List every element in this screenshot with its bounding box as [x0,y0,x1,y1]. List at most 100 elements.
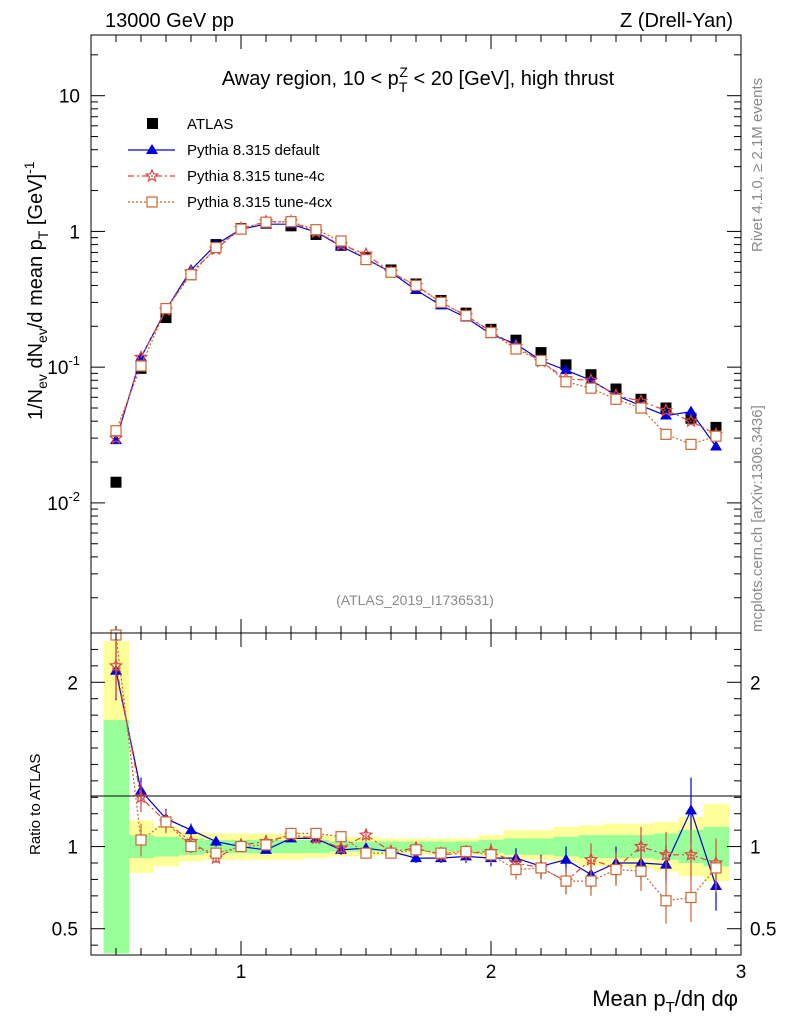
rivet-label: Rivet 4.1.0, ≥ 2.1M events [749,78,766,252]
legend-atlas-label: ATLAS [187,116,233,133]
atlas-point [635,393,647,405]
main-plot-data [108,214,724,488]
atlas-point [110,476,122,488]
ratio-tune4cx-point [410,844,422,856]
ratio-band-green [528,838,554,855]
tune4cx-point [335,235,347,247]
tune4cx-point [235,223,247,235]
tune4cx-point [410,279,422,292]
ratio-tune4cx-point [285,827,297,840]
tune4cx-point [310,224,322,236]
legend-tune4cx-marker [146,196,158,208]
tune4cx-point [385,266,397,278]
ratio-ytick-label-left: 2 [67,673,78,694]
mcplots-label: mcplots.cern.ch [arXiv:1306.3436] [749,405,766,632]
ratio-tune4cx-point [360,847,372,859]
ratio-tune4cx-point [185,840,197,853]
ratio-ylabel: Ratio to ATLAS [27,754,44,855]
default-point [560,364,572,375]
ratio-tune4c-point [683,847,699,861]
ratio-tune4cx-point [460,845,472,858]
ratio-tune4c-point [633,839,649,853]
tune4cx-point [435,296,447,308]
ratio-axes: 0.5 0.5 1 1 2 2 1 2 3 [52,633,776,983]
main-title: Away region, 10 < pTZ < 20 [GeV], high t… [222,64,615,95]
ratio-tune4cx-point [560,875,572,887]
legend: ATLAS Pythia 8.315 default Pythia 8.315 … [128,116,333,211]
tune4cx-point [485,326,497,339]
ratio-xtick-label: 3 [736,962,747,983]
ratio-tune4cx-point [335,831,347,843]
ratio-tune4cx-point [310,827,322,840]
ratio-xlabel: Mean pT/dη dφ [592,986,738,1016]
main-ytick-label: 10-1 [47,353,80,379]
tune4cx-point [560,376,572,388]
main-ytick-label: 10-2 [47,489,80,515]
ratio-tune4cx-point [710,862,722,874]
tune4cx-point [460,309,472,322]
tune4cx-point [210,242,222,254]
header-right: Z (Drell-Yan) [620,10,733,32]
default-point [710,440,722,451]
ratio-tune4cx-point [385,847,397,859]
ratio-band-green [103,720,129,954]
ratio-default-point [185,824,197,835]
ratio-xtick-label: 1 [236,962,247,983]
tune4c-point [683,413,699,428]
ratio-xtick-label: 2 [486,962,497,983]
atlas-point [535,347,547,359]
tune4cx-point [510,343,522,355]
ratio-tune4c-point [583,852,599,866]
atlas-point [685,412,697,424]
ratio-tune4cx-point [160,816,172,828]
ratio-tune4cx-point [660,895,672,907]
ratio-band-green [153,836,179,857]
ratio-plot-data [108,629,724,924]
analysis-label: (ATLAS_2019_I1736531) [336,592,494,608]
tune4cx-point [360,254,372,266]
tune4cx-point [135,360,147,372]
legend-tune4cx-label: Pythia 8.315 tune-4cx [187,194,333,211]
ratio-ytick-label-left: 1 [67,838,78,859]
ratio-tune4c-point [133,789,149,804]
main-ytick-label: 1 [69,222,80,243]
ratio-ytick-label-right: 0.5 [750,920,776,941]
ratio-default-point [560,853,572,864]
tune4cx-point [535,354,547,367]
ratio-tune4c-point [358,827,374,842]
main-axes: 10-2 10-1 1 10 [47,35,742,633]
tune4cx-point [285,216,297,228]
tune4cx-point [685,438,697,450]
legend-tune4c-marker [144,168,160,183]
ratio-ytick-label-right: 2 [750,673,761,694]
ratio-tune4cx-point [210,847,222,859]
atlas-point [660,402,672,414]
legend-tune4c-label: Pythia 8.315 tune-4c [187,168,325,185]
ratio-bands [103,641,729,954]
ratio-ytick-label-right: 1 [750,838,761,859]
ratio-tune4cx-point [435,847,447,859]
ratio-tune4cx-point [685,891,697,904]
tune4cx-point [260,216,272,228]
ratio-band-green [503,838,529,855]
tune4cx-point [110,425,122,437]
ratio-tune4cx-point [260,839,272,851]
tune4cx-point [710,430,722,442]
ratio-band-green [303,840,329,854]
ratio-tune4cx-point [585,875,597,887]
legend-default-label: Pythia 8.315 default [187,142,320,159]
header-left: 13000 GeV pp [105,10,234,32]
atlas-point [160,312,172,324]
ratio-default-point [685,804,697,815]
default-point [685,405,697,416]
tune4cx-point [610,393,622,405]
default-point [660,409,672,420]
tune4cx-point [660,428,672,440]
ratio-tune4cx-point [635,865,647,877]
ratio-default-point [210,835,222,846]
main-ytick-label: 10 [59,87,80,108]
legend-atlas-marker [147,118,158,129]
tune4cx-point [185,269,197,281]
legend-default-marker [146,144,158,154]
